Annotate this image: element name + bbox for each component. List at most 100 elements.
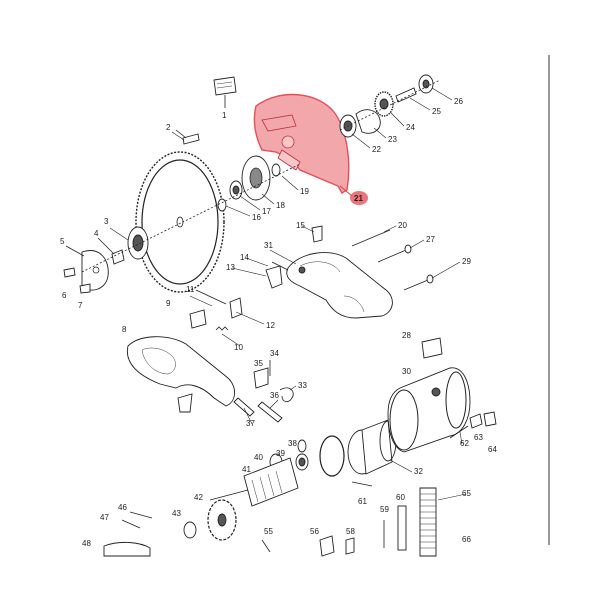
label-39: 39	[276, 449, 285, 458]
part-12-lock-button[interactable]	[229, 297, 243, 319]
part-60-plate[interactable]	[397, 505, 407, 551]
part-42-fan[interactable]	[207, 499, 237, 541]
part-37-shaft[interactable]	[233, 397, 255, 417]
part-16-washer[interactable]	[217, 198, 227, 212]
part-41-armature[interactable]	[209, 457, 299, 507]
label-29: 29	[462, 257, 471, 266]
label-21: 21	[354, 194, 363, 203]
label-5: 5	[60, 237, 65, 246]
label-7: 7	[78, 301, 83, 310]
blade-guard-shape[interactable]	[253, 93, 350, 194]
part-17-spacer[interactable]	[229, 180, 243, 200]
part-2-screw[interactable]	[175, 129, 200, 145]
part-32-field[interactable]	[347, 419, 397, 475]
part-61-screw[interactable]	[351, 481, 373, 487]
part-48-housing[interactable]	[103, 541, 151, 557]
label-18: 18	[276, 201, 285, 210]
part-4-hex-bolt[interactable]	[97, 237, 125, 265]
part-21-blade-guard[interactable]	[253, 93, 368, 205]
part-63-nut[interactable]	[469, 413, 483, 429]
part-spring-ring[interactable]	[319, 435, 345, 477]
label-62: 62	[460, 439, 469, 448]
part-14-screw[interactable]	[271, 261, 289, 271]
part-64-bolt[interactable]	[483, 411, 497, 427]
part-33-hook[interactable]	[279, 387, 294, 402]
part-38-washer[interactable]	[297, 439, 307, 453]
label-59: 59	[380, 505, 389, 514]
part-46-screw[interactable]	[129, 511, 153, 519]
guard-hole	[281, 135, 295, 149]
label-41: 41	[242, 465, 251, 474]
assembly-axis	[81, 163, 301, 273]
part-15-pin[interactable]	[311, 225, 323, 243]
part-18-inner-flange[interactable]	[241, 155, 271, 201]
label-25: 25	[432, 107, 441, 116]
guard-inner-slot	[261, 114, 297, 132]
part-43-bearing[interactable]	[183, 521, 197, 539]
part-29-bolt[interactable]	[403, 274, 434, 291]
part-28-label-plate[interactable]	[421, 337, 443, 359]
part-31-gear-housing[interactable]	[286, 252, 393, 319]
part-7-screw[interactable]	[79, 283, 91, 294]
part-10-spring[interactable]	[215, 326, 229, 331]
part-35-clamp[interactable]	[253, 367, 269, 389]
label-17: 17	[262, 207, 271, 216]
label-38: 38	[288, 439, 297, 448]
label-40: 40	[254, 453, 263, 462]
label-26: 26	[454, 97, 463, 106]
part-19-ring[interactable]	[271, 163, 281, 177]
part-47-screw[interactable]	[121, 519, 141, 529]
label-4: 4	[94, 229, 99, 238]
label-10: 10	[234, 343, 243, 352]
part-25-spindle[interactable]	[395, 87, 417, 103]
label-27: 27	[426, 235, 435, 244]
part-26-bearing[interactable]	[418, 74, 434, 94]
part-62-screw[interactable]	[449, 425, 469, 439]
part-23-bearing-retainer[interactable]	[355, 109, 381, 134]
part-blade[interactable]	[135, 151, 225, 293]
part-20-bolt[interactable]	[351, 229, 391, 247]
label-31: 31	[264, 241, 273, 250]
part-39-bearing[interactable]	[295, 453, 309, 471]
part-27-bolt[interactable]	[377, 244, 412, 263]
label-55: 55	[264, 527, 273, 536]
label-12: 12	[266, 321, 275, 330]
part-55-screw[interactable]	[261, 539, 271, 553]
label-6: 6	[62, 291, 67, 300]
part-30-motor-housing[interactable]	[387, 367, 471, 453]
label-47: 47	[100, 513, 109, 522]
label-11: 11	[186, 285, 195, 294]
part-8-handle[interactable]	[126, 336, 235, 413]
label-43: 43	[172, 509, 181, 518]
guard-tab	[277, 149, 301, 171]
part-56-brush[interactable]	[319, 535, 335, 557]
part-11-lever[interactable]	[195, 289, 227, 305]
label-8: 8	[122, 325, 127, 334]
label-15: 15	[296, 221, 305, 230]
label-42: 42	[194, 493, 203, 502]
label-37: 37	[246, 419, 255, 428]
label-36: 36	[270, 391, 279, 400]
part-1-label-plate[interactable]	[213, 76, 237, 108]
part-13-bracket[interactable]	[265, 265, 283, 289]
label-56: 56	[310, 527, 319, 536]
part-9-switch[interactable]	[189, 309, 207, 329]
part-3-outer-flange[interactable]	[127, 226, 149, 260]
label-20: 20	[398, 221, 407, 230]
label-1: 1	[222, 111, 227, 120]
label-66: 66	[462, 535, 471, 544]
label-65: 65	[462, 489, 471, 498]
label-48: 48	[82, 539, 91, 548]
label-30: 30	[402, 367, 411, 376]
part-6-screw[interactable]	[63, 267, 76, 278]
label-63: 63	[474, 433, 483, 442]
part-36-pin[interactable]	[257, 401, 283, 423]
label-9: 9	[166, 299, 171, 308]
label-46: 46	[118, 503, 127, 512]
part-5-center-cover[interactable]	[65, 245, 109, 291]
label-64: 64	[488, 445, 497, 454]
part-65-cord-guard[interactable]	[419, 487, 437, 557]
label-13: 13	[226, 263, 235, 272]
part-58-cap[interactable]	[345, 537, 355, 555]
